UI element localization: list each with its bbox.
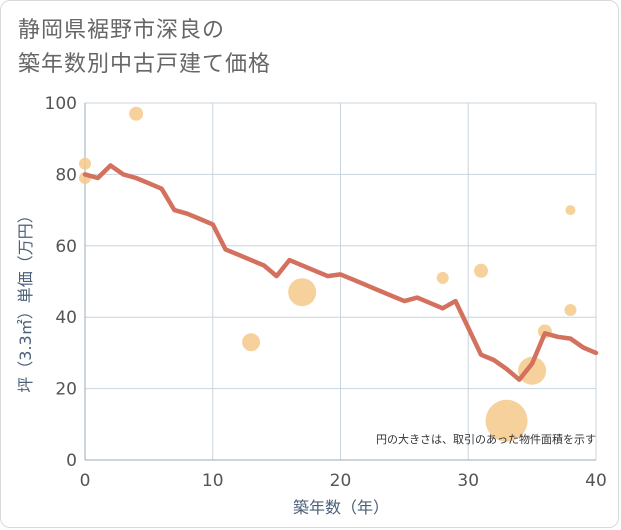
y-tick-label: 60	[55, 237, 77, 257]
bubble-point	[564, 304, 577, 317]
y-tick-label: 20	[55, 380, 77, 400]
x-tick-label: 30	[457, 471, 479, 491]
grid-lines	[85, 102, 597, 460]
bubble-point	[436, 271, 449, 284]
bubble-point	[288, 278, 317, 307]
chart-title: 静岡県裾野市深良の 築年数別中古戸建て価格	[18, 14, 271, 82]
y-tick-label: 40	[55, 308, 77, 328]
bubbles	[79, 106, 577, 442]
x-axis-label: 築年数（年）	[293, 498, 389, 517]
bubble-point	[242, 333, 261, 352]
title-line-1: 静岡県裾野市深良の	[18, 18, 226, 43]
bubble-point	[79, 157, 91, 170]
y-axis-label: 坪（3.3㎡）単価（万円）	[16, 207, 35, 392]
x-tick-label: 20	[330, 471, 352, 491]
title-line-2: 築年数別中古戸建て価格	[18, 52, 272, 77]
tick-labels: 0 10 20 30 40 0 20 40 60 80 100	[45, 94, 607, 491]
x-tick-label: 0	[80, 471, 91, 491]
trend-line-group	[82, 163, 599, 382]
size-note: 円の大きさは、取引のあった物件面積を示す	[376, 432, 596, 446]
trend-line	[82, 163, 599, 382]
x-tick-label: 40	[585, 471, 607, 491]
bubble-point	[565, 205, 576, 216]
bubble-point	[129, 106, 144, 121]
bubble-point	[474, 263, 489, 278]
bubble-point	[485, 399, 528, 442]
y-tick-label: 0	[66, 451, 77, 471]
x-tick-label: 10	[202, 471, 224, 491]
y-tick-label: 80	[55, 165, 77, 185]
bubble-point	[518, 356, 547, 385]
y-tick-label: 100	[45, 94, 77, 114]
